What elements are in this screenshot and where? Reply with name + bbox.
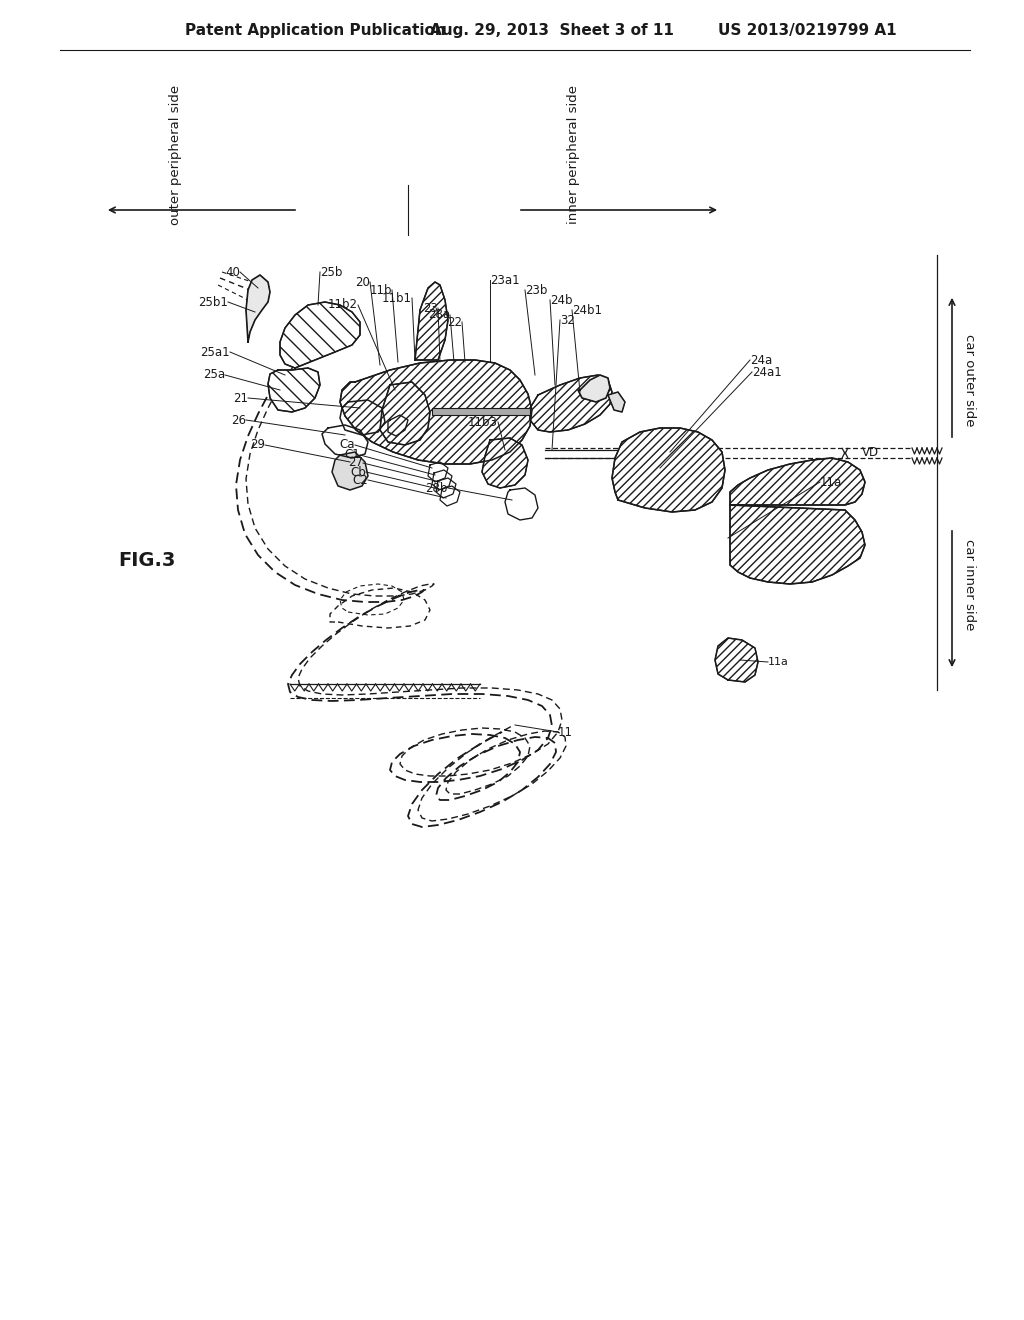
Text: 11a: 11a: [768, 657, 788, 667]
Polygon shape: [612, 428, 725, 512]
Polygon shape: [578, 375, 610, 403]
Polygon shape: [332, 451, 368, 490]
Text: 27: 27: [348, 457, 362, 470]
Text: inner peripheral side: inner peripheral side: [566, 86, 580, 224]
Text: 11b1: 11b1: [382, 292, 412, 305]
Text: 28b: 28b: [426, 482, 449, 495]
Polygon shape: [730, 458, 865, 583]
Text: car inner side: car inner side: [964, 540, 977, 631]
Text: 26: 26: [231, 413, 246, 426]
Text: 23: 23: [423, 301, 438, 314]
Polygon shape: [482, 438, 528, 488]
Text: 25a: 25a: [203, 368, 225, 381]
Polygon shape: [608, 392, 625, 412]
Text: 22: 22: [447, 315, 462, 329]
Text: 11: 11: [558, 726, 573, 738]
Text: 28a: 28a: [428, 309, 450, 322]
Polygon shape: [280, 302, 360, 368]
Text: 24a: 24a: [750, 354, 772, 367]
Text: 24b: 24b: [550, 293, 572, 306]
Text: 11a: 11a: [820, 475, 843, 488]
Text: 29: 29: [250, 438, 265, 451]
Text: FIG.3: FIG.3: [118, 550, 175, 569]
Text: Patent Application Publication: Patent Application Publication: [185, 22, 445, 37]
Text: 40: 40: [225, 265, 240, 279]
Text: 24b1: 24b1: [572, 304, 602, 317]
Text: 23a1: 23a1: [490, 273, 519, 286]
Text: 23b: 23b: [525, 284, 548, 297]
Polygon shape: [380, 381, 430, 445]
Polygon shape: [432, 408, 530, 414]
Text: 20: 20: [355, 276, 370, 289]
Text: 11b: 11b: [370, 284, 392, 297]
Polygon shape: [268, 368, 319, 412]
Polygon shape: [415, 282, 449, 360]
Polygon shape: [530, 375, 612, 432]
Text: 11b3: 11b3: [468, 416, 498, 429]
Text: car outer side: car outer side: [964, 334, 977, 426]
Text: C2: C2: [352, 474, 368, 487]
Text: 25b1: 25b1: [198, 296, 228, 309]
Text: 24a1: 24a1: [752, 366, 781, 379]
Text: Cb: Cb: [350, 466, 366, 479]
Text: US 2013/0219799 A1: US 2013/0219799 A1: [718, 22, 897, 37]
Text: C1: C1: [344, 449, 360, 462]
Text: 25b: 25b: [319, 265, 342, 279]
Polygon shape: [715, 638, 758, 682]
Text: VD: VD: [862, 446, 880, 458]
Text: 21: 21: [233, 392, 248, 404]
Text: Ca: Ca: [340, 438, 355, 451]
Polygon shape: [340, 360, 532, 465]
Text: Aug. 29, 2013  Sheet 3 of 11: Aug. 29, 2013 Sheet 3 of 11: [430, 22, 674, 37]
Text: 11b2: 11b2: [328, 298, 358, 312]
Polygon shape: [246, 275, 270, 342]
Text: 32: 32: [560, 314, 574, 326]
Text: 25a1: 25a1: [201, 346, 230, 359]
Text: outer peripheral side: outer peripheral side: [169, 84, 181, 226]
